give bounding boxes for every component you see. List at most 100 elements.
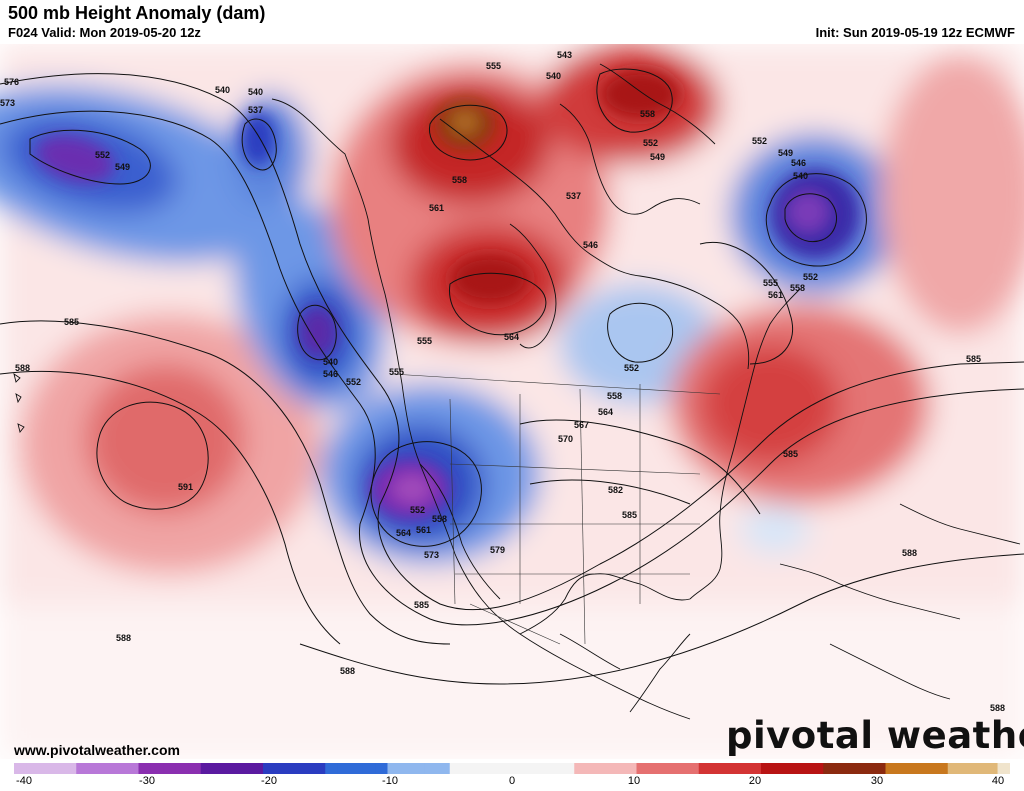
contour-label: 543 <box>557 50 572 60</box>
colorbar-tick: 10 <box>627 775 641 787</box>
contour-label: 573 <box>0 98 15 108</box>
colorbar-swatch <box>350 763 364 774</box>
valid-time: F024 Valid: Mon 2019-05-20 12z <box>8 25 201 40</box>
colorbar-swatch <box>723 763 737 774</box>
contour-label: 555 <box>486 61 501 71</box>
colorbar-swatch <box>412 763 426 774</box>
colorbar-swatch <box>761 763 775 774</box>
contour-label: 564 <box>504 332 519 342</box>
colorbar-swatch <box>711 763 725 774</box>
colorbar-swatch <box>499 763 513 774</box>
contour-label: 552 <box>803 272 818 282</box>
colorbar-swatch <box>860 763 874 774</box>
colorbar-swatch <box>947 763 961 774</box>
map-header: 500 mb Height Anomaly (dam) F024 Valid: … <box>0 0 1024 44</box>
colorbar-swatch <box>960 763 974 774</box>
contour-label: 540 <box>546 71 561 81</box>
contour-label: 537 <box>566 191 581 201</box>
contour-label: 588 <box>15 363 30 373</box>
colorbar-swatch <box>88 763 102 774</box>
contour-label: 561 <box>429 203 444 213</box>
contour-label: 585 <box>414 600 429 610</box>
colorbar-swatch <box>524 763 538 774</box>
map-title: 500 mb Height Anomaly (dam) <box>8 3 266 23</box>
contour-label: 579 <box>490 545 505 555</box>
colorbar-swatch <box>549 763 563 774</box>
colorbar-swatch <box>287 763 301 774</box>
colorbar-swatch <box>922 763 936 774</box>
colorbar-swatch <box>14 763 28 774</box>
colorbar-swatch <box>101 763 115 774</box>
contour-label: 552 <box>624 363 639 373</box>
contour-label: 588 <box>340 666 355 676</box>
colorbar-tick: 0 <box>508 775 516 787</box>
colorbar-swatch <box>835 763 849 774</box>
colorbar-swatch <box>238 763 252 774</box>
colorbar-swatch <box>51 763 65 774</box>
anomaly-map: 576 573 540 540 537 552 549 555 543 540 … <box>0 44 1024 759</box>
colorbar-swatch <box>424 763 438 774</box>
colorbar-swatch <box>599 763 613 774</box>
colorbar <box>14 763 1010 774</box>
colorbar-swatch <box>337 763 351 774</box>
colorbar-swatch <box>935 763 949 774</box>
colorbar-swatch <box>150 763 164 774</box>
colorbar-swatch <box>325 763 339 774</box>
contour-label: 585 <box>966 354 981 364</box>
contour-label: 555 <box>389 367 404 377</box>
contour-label: 540 <box>793 171 808 181</box>
contour-label: 561 <box>768 290 783 300</box>
contour-label: 555 <box>417 336 432 346</box>
colorbar-tick: 40 <box>991 775 1005 787</box>
colorbar-swatch <box>661 763 675 774</box>
colorbar-swatch <box>736 763 750 774</box>
contour-label: 549 <box>115 162 130 172</box>
colorbar-swatch <box>263 763 277 774</box>
contour-label: 540 <box>215 85 230 95</box>
pivotal-weather-logo: pivotal weather <box>726 714 1024 757</box>
contour-label: 546 <box>583 240 598 250</box>
contour-label: 585 <box>622 510 637 520</box>
colorbar-swatch <box>972 763 986 774</box>
colorbar-swatch <box>624 763 638 774</box>
contour-label: 552 <box>752 136 767 146</box>
contour-label: 552 <box>346 377 361 387</box>
colorbar-swatch <box>375 763 389 774</box>
colorbar-swatch <box>561 763 575 774</box>
contour-label: 546 <box>323 369 338 379</box>
coastlines <box>13 63 1021 720</box>
contour-label: 549 <box>778 148 793 158</box>
contour-label: 558 <box>432 514 447 524</box>
colorbar-swatch <box>63 763 77 774</box>
colorbar-swatch <box>873 763 887 774</box>
colorbar-swatch <box>462 763 476 774</box>
contour-label: 537 <box>248 105 263 115</box>
contour-label: 588 <box>990 703 1005 713</box>
colorbar-swatch <box>885 763 899 774</box>
contour-label: 573 <box>424 550 439 560</box>
contour-label: 570 <box>558 434 573 444</box>
colorbar-swatch <box>126 763 140 774</box>
contour-label: 552 <box>95 150 110 160</box>
colorbar-tick: 20 <box>748 775 762 787</box>
contour-label: 540 <box>323 357 338 367</box>
colorbar-tick: -20 <box>261 775 277 787</box>
contour-label: 540 <box>248 87 263 97</box>
contour-label: 549 <box>650 152 665 162</box>
website-credit: www.pivotalweather.com <box>14 742 180 758</box>
colorbar-swatch <box>897 763 911 774</box>
colorbar-swatch <box>848 763 862 774</box>
colorbar-swatch <box>399 763 413 774</box>
colorbar-swatch <box>449 763 463 774</box>
contour-labels: 576 573 540 540 537 552 549 555 543 540 … <box>0 50 1005 713</box>
colorbar-swatch <box>910 763 924 774</box>
colorbar-tick: -10 <box>382 775 398 787</box>
colorbar-swatch <box>26 763 40 774</box>
colorbar-swatch <box>487 763 501 774</box>
contour-label: 558 <box>640 109 655 119</box>
colorbar-swatch <box>636 763 650 774</box>
contour-label: 582 <box>608 485 623 495</box>
contour-label: 561 <box>416 525 431 535</box>
colorbar-swatch <box>611 763 625 774</box>
contour-label: 558 <box>452 175 467 185</box>
